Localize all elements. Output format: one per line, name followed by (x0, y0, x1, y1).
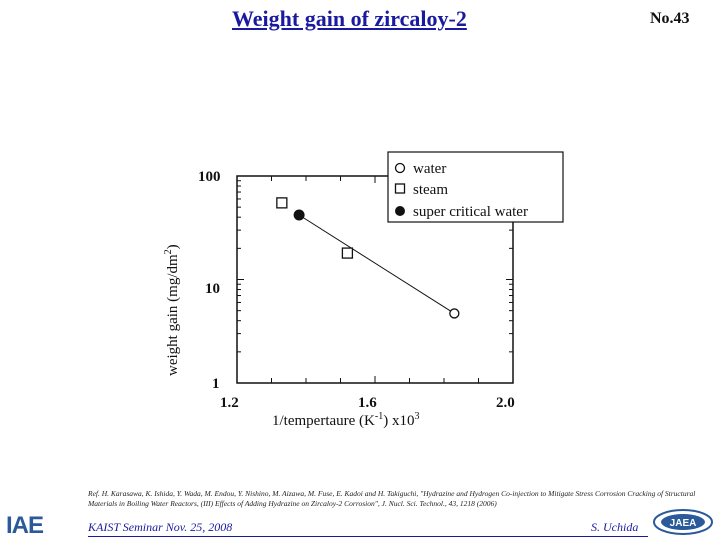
legend: water steam super critical water (387, 151, 564, 223)
footer-seminar: KAIST Seminar Nov. 25, 2008 (88, 520, 233, 534)
y-tick-label-100: 100 (198, 169, 221, 185)
iae-logo: IAE (6, 512, 44, 539)
x-axis-label-tail: ) x10 (383, 413, 414, 429)
legend-water-label: water (413, 161, 446, 177)
x-axis-label-exponent: -1 (375, 411, 383, 422)
data-points (276, 197, 460, 319)
reference-text: Ref. H. Karasawa, K. Ishida, Y. Wada, M.… (88, 489, 696, 508)
x-tick-label-1-6: 1.6 (358, 395, 377, 411)
data-point-steam (276, 197, 288, 209)
x-axis-label: 1/tempertaure (K-1) x103 (272, 411, 419, 429)
footer-divider (88, 536, 648, 537)
y-tick-label-10: 10 (205, 281, 220, 297)
y-tick-label-1: 1 (212, 376, 220, 392)
jaea-logo-text: JAEA (670, 518, 697, 529)
legend-steam-label: steam (413, 182, 448, 198)
axis-ticks (236, 176, 514, 384)
footer-author: S. Uchida (591, 520, 639, 534)
x-tick-label-2-0: 2.0 (496, 395, 515, 411)
legend-steam-marker (394, 183, 406, 194)
y-axis-label-main: weight gain (mg/dm (165, 254, 181, 376)
slide-title: Weight gain of zircaloy-2 (232, 6, 467, 31)
slide-number: No.43 (650, 10, 690, 27)
data-point-steam (341, 247, 354, 259)
y-axis-label: weight gain (mg/dm2) (163, 244, 181, 376)
trend-line (298, 214, 455, 314)
legend-scw-label: super critical water (413, 204, 528, 220)
legend-scw-marker (395, 206, 405, 216)
legend-box (387, 151, 564, 223)
y-axis-label-tail: ) (165, 244, 181, 249)
x-axis-label-main: 1/tempertaure (K (272, 413, 375, 429)
jaea-logo: JAEA (653, 509, 713, 535)
x-axis-label-tail-exponent: 3 (414, 411, 419, 422)
y-axis-label-exponent: 2 (163, 249, 174, 254)
data-point-water (449, 308, 460, 319)
data-point-super-critical-water (293, 209, 305, 221)
x-tick-label-1-2: 1.2 (220, 395, 239, 411)
legend-water-marker (394, 162, 406, 174)
